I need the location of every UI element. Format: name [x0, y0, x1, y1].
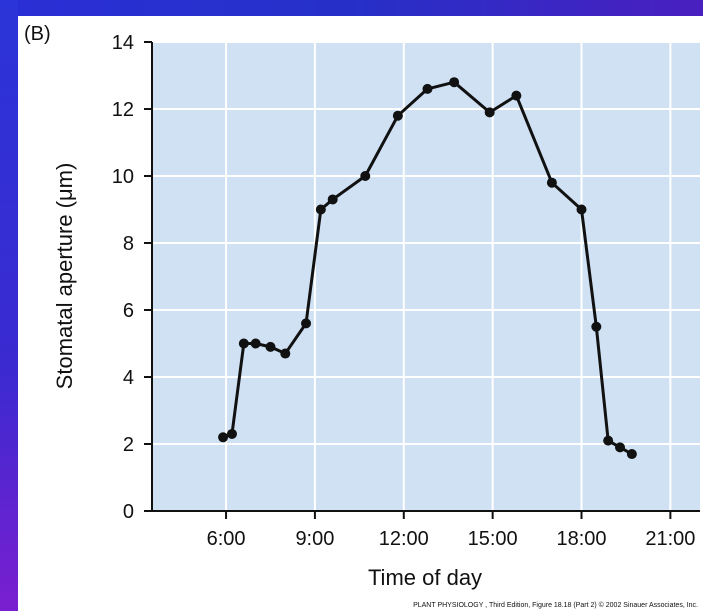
data-point [603, 435, 614, 446]
data-point [449, 77, 460, 88]
x-tick-label: 9:00 [295, 528, 334, 550]
data-point [250, 338, 261, 349]
data-point [238, 338, 249, 349]
data-point [422, 83, 433, 94]
y-tick-label: 6 [123, 300, 134, 322]
data-point [546, 177, 557, 188]
x-tick-label: 15:00 [468, 528, 518, 550]
figure-credit: PLANT PHYSIOLOGY , Third Edition, Figure… [413, 601, 698, 609]
x-tick-label: 6:00 [207, 528, 246, 550]
y-tick-label: 14 [112, 32, 134, 54]
y-tick-label: 10 [112, 166, 134, 188]
y-tick-label: 12 [112, 99, 134, 121]
y-tick-label: 8 [123, 233, 134, 255]
x-tick-label: 21:00 [645, 528, 695, 550]
axes [151, 42, 700, 512]
data-point [360, 171, 371, 181]
x-tick-label: 12:00 [379, 528, 429, 550]
y-tick-label: 2 [123, 434, 134, 456]
y-tick-label: 0 [123, 501, 134, 523]
data-point [218, 432, 229, 443]
data-point [301, 318, 312, 329]
data-point [615, 442, 626, 453]
panel-label: (B) [24, 23, 51, 45]
y-tick-label: 4 [123, 367, 134, 389]
data-point [626, 449, 637, 460]
data-point [591, 321, 602, 332]
left-gradient-strip [0, 0, 18, 611]
data-point [392, 110, 403, 121]
data-point [484, 107, 495, 118]
y-axis-ticks: 0 2 4 6 8 10 12 14 [112, 32, 152, 523]
data-point [226, 428, 237, 439]
data-series [218, 77, 637, 460]
y-axis-label: Stomatal aperture (μm) [52, 163, 77, 390]
data-point [327, 194, 338, 205]
data-point [576, 204, 587, 215]
data-point [511, 90, 522, 101]
x-axis-label: Time of day [368, 565, 482, 590]
x-axis-ticks: 6:00 9:00 12:00 15:00 18:00 21:00 [207, 511, 695, 550]
plot-area [152, 42, 700, 511]
data-point [280, 348, 291, 359]
data-point [315, 204, 326, 215]
data-point [265, 341, 276, 352]
x-tick-label: 18:00 [556, 528, 606, 550]
